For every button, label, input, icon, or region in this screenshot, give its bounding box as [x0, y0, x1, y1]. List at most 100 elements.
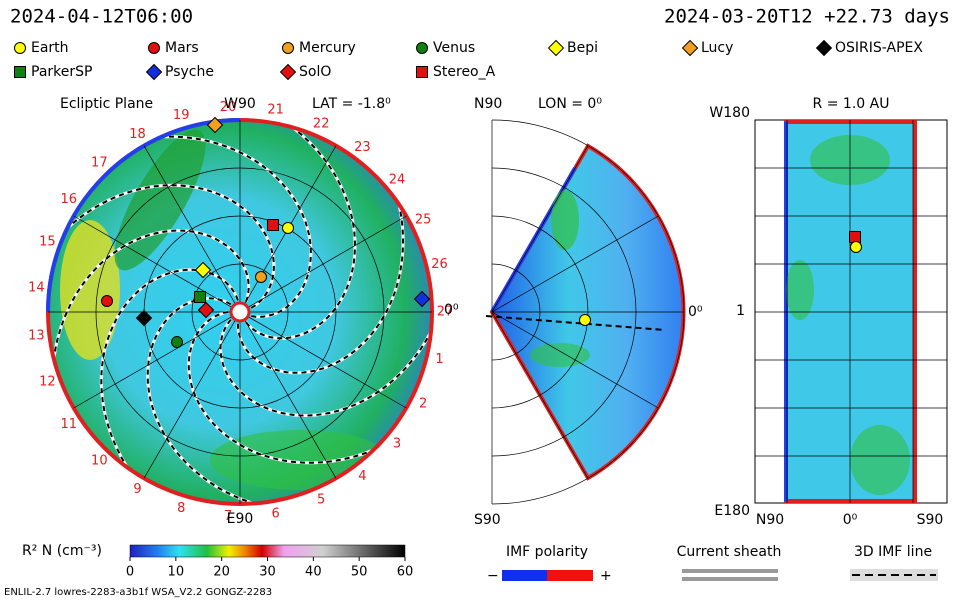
marker: [197, 301, 215, 319]
spiral: [219, 278, 432, 417]
day-label: 14: [28, 281, 45, 296]
legend-label: ParkerSP: [31, 64, 92, 80]
day-label: 13: [28, 328, 45, 343]
day-label: 11: [60, 417, 77, 432]
imf-line-title: 3D IMF line: [854, 544, 932, 560]
imf-title: IMF polarity: [506, 544, 588, 560]
marker: [849, 231, 861, 243]
colorbar-tick-label: 10: [168, 565, 185, 580]
sheath-swatch: [682, 577, 778, 581]
sheath-swatch: [682, 569, 778, 573]
region: [786, 260, 814, 320]
day-label: 19: [173, 108, 190, 123]
region: [850, 425, 910, 495]
marker: [135, 309, 153, 327]
top-label: W90: [224, 96, 256, 112]
marker: [145, 63, 163, 81]
day-label: 3: [393, 436, 401, 451]
spiral: [146, 297, 309, 504]
legend-label: Mercury: [299, 40, 356, 56]
marker: [681, 39, 699, 57]
marker: [148, 42, 160, 54]
legend-label: Venus: [433, 40, 475, 56]
marker: [194, 291, 206, 303]
day-label: 6: [271, 506, 279, 521]
spiral: [100, 268, 239, 504]
footer: ENLIL-2.7 lowres-2283-a3b1f WSA_V2.2 GON…: [4, 587, 272, 598]
spiral: [187, 311, 423, 464]
legend-label: Earth: [31, 40, 69, 56]
day-label: 12: [39, 375, 56, 390]
day-label: 5: [317, 493, 325, 508]
day-label: 2: [419, 397, 427, 412]
colorbar-tick-label: 60: [397, 565, 414, 580]
colorbar-tick-label: 50: [351, 565, 368, 580]
grid-line: [491, 311, 589, 479]
marker: [850, 241, 862, 253]
grid-line: [491, 311, 659, 409]
legend-label: Mars: [165, 40, 199, 56]
day-label: 22: [313, 116, 330, 131]
right-label: 0⁰: [688, 304, 703, 320]
colorbar-tick-label: 40: [305, 565, 322, 580]
bottom-label: E180: [714, 503, 750, 519]
spiral: [48, 184, 275, 309]
colorbar-tick-label: 0: [126, 565, 134, 580]
day-label: 23: [354, 140, 371, 155]
marker: [255, 271, 267, 283]
legend-label: SolO: [299, 64, 331, 80]
lon-label: LON = 0⁰: [538, 96, 602, 112]
day-label: 17: [91, 155, 108, 170]
imf-negative: [502, 570, 547, 581]
grid-line: [491, 215, 659, 313]
bottom-label: S90: [474, 512, 501, 528]
spiral: [106, 135, 312, 318]
region: [551, 190, 579, 250]
marker: [14, 42, 26, 54]
run-info: 2024-03-20T12 +22.73 days: [664, 6, 950, 28]
day-label: 4: [358, 469, 366, 484]
sheath-title: Current sheath: [677, 544, 782, 560]
legend-label: Lucy: [701, 40, 733, 56]
imf-positive: [547, 570, 593, 581]
top-label: N90: [474, 96, 502, 112]
sun: [229, 301, 251, 323]
panel-title: Ecliptic Plane: [60, 96, 153, 112]
region: [530, 343, 590, 367]
spirals: [48, 120, 432, 504]
marker: [14, 66, 26, 78]
day-label: 7: [224, 509, 232, 524]
center-label: 0⁰: [843, 512, 858, 528]
panel-title: R = 1.0 AU: [813, 96, 890, 112]
day-label: 27: [437, 305, 454, 320]
marker: [579, 314, 591, 326]
marker: [171, 336, 183, 348]
right-label: S90: [917, 512, 944, 528]
day-label: 26: [431, 257, 448, 272]
left-label: N90: [756, 512, 784, 528]
day-label: 25: [415, 212, 432, 227]
mid-label: 1: [736, 303, 745, 319]
marker: [416, 42, 428, 54]
top-label: W180: [709, 105, 750, 121]
marker: [547, 39, 565, 57]
day-label: 15: [39, 234, 56, 249]
marker: [101, 295, 113, 307]
day-label: 18: [129, 127, 146, 142]
day-label: 20: [220, 100, 237, 115]
marker: [194, 261, 212, 279]
colorbar-label: R² N (cm⁻³): [22, 543, 102, 559]
legend-label: Stereo_A: [433, 64, 496, 80]
bottom-label: E90: [227, 511, 254, 527]
spiral: [51, 229, 250, 415]
day-label: 1: [435, 352, 443, 367]
colorbar: [129, 544, 406, 558]
colorbar-tick-label: 20: [213, 565, 230, 580]
legend-label: OSIRIS-APEX: [835, 40, 923, 56]
day-label: 9: [133, 482, 141, 497]
rim-polarity: [46, 118, 241, 313]
day-label: 21: [267, 103, 284, 118]
day-label: 10: [91, 454, 108, 469]
imf-minus: −: [487, 568, 499, 584]
